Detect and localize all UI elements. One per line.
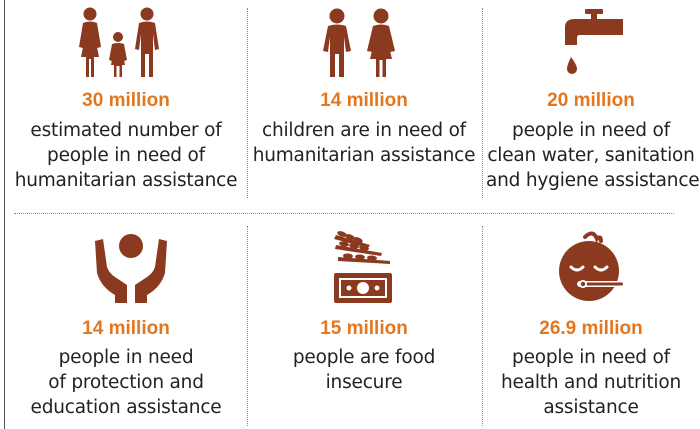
stat-card-food-insecure: 15 million people are food insecure <box>250 318 478 395</box>
stat-figure: 15 million <box>320 318 408 339</box>
stat-card-children: 14 million children are in need of human… <box>250 90 478 168</box>
divider <box>247 8 248 198</box>
stat-description: people in need of clean water, sanitatio… <box>486 120 700 191</box>
stat-card-health-nutrition: 26.9 million people in need of health an… <box>486 318 696 420</box>
stat-card-water-sanitation: 20 million people in need of clean water… <box>486 90 700 193</box>
divider <box>482 8 483 198</box>
stat-description: people in need of health and nutrition a… <box>500 347 681 418</box>
left-border <box>4 0 5 429</box>
stat-figure: 14 million <box>320 90 408 111</box>
stat-figure: 14 million <box>82 318 170 339</box>
stat-description: estimated number of people in need of hu… <box>14 120 238 191</box>
protection-hands-icon <box>93 233 169 305</box>
food-money-icon <box>330 231 396 305</box>
health-nutrition-icon <box>557 231 627 309</box>
stat-card-protection-education: 14 million people in need of protection … <box>8 318 244 420</box>
water-tap-icon <box>557 9 627 81</box>
stat-description: children are in need of humanitarian ass… <box>252 120 476 166</box>
stat-figure: 26.9 million <box>539 318 643 339</box>
stat-card-people-in-need: 30 million estimated number of people in… <box>8 90 244 193</box>
stat-description: people in need of protection and educati… <box>30 347 222 418</box>
divider <box>482 226 483 426</box>
stat-figure: 30 million <box>82 90 170 111</box>
row-divider <box>14 213 674 214</box>
stat-figure: 20 million <box>547 90 635 111</box>
stat-description: people are food insecure <box>292 347 436 393</box>
family-icon <box>73 7 163 79</box>
divider <box>247 226 248 426</box>
children-icon <box>319 7 403 79</box>
